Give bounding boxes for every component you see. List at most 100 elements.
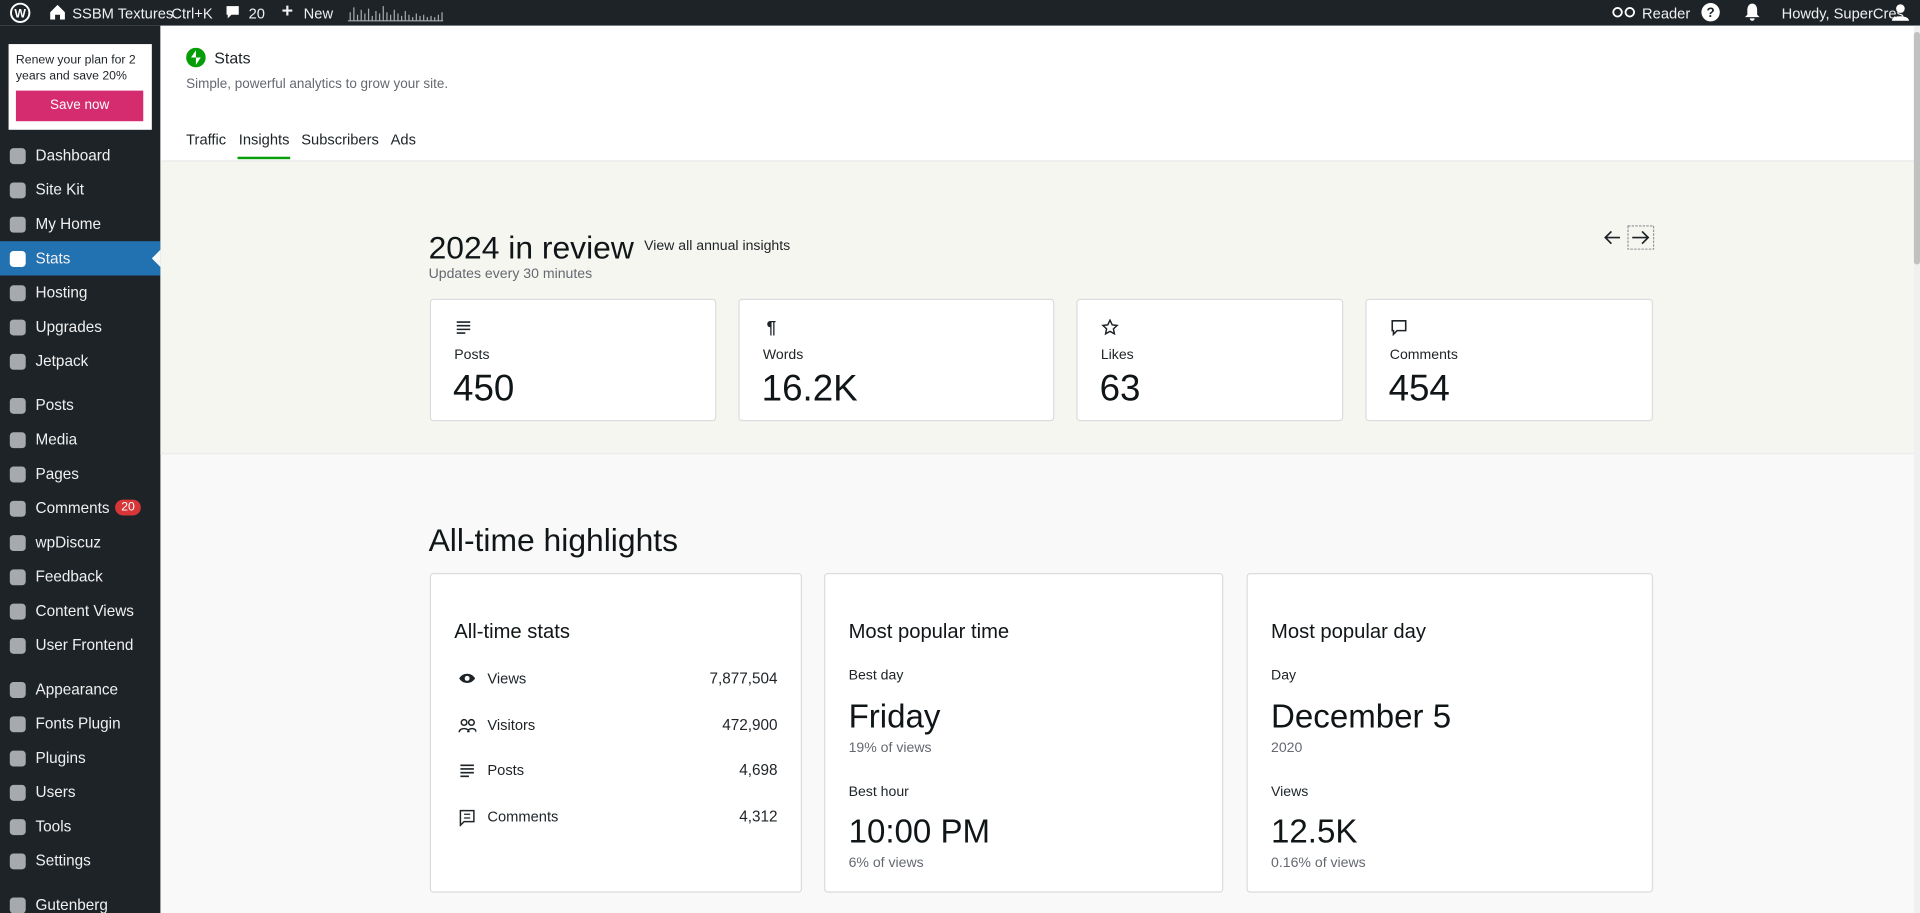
- menu-item[interactable]: Upgrades: [0, 310, 160, 344]
- menu-item[interactable]: Plugins: [0, 741, 160, 775]
- menu-item[interactable]: Feedback: [0, 560, 160, 594]
- menu-item[interactable]: Comments 20: [0, 491, 160, 525]
- menu-item[interactable]: Settings: [0, 844, 160, 878]
- card-value: 450: [453, 368, 515, 409]
- menu-item[interactable]: Stats: [0, 241, 161, 276]
- menu-item[interactable]: Appearance: [0, 672, 160, 706]
- menu-icon: [9, 853, 26, 870]
- review-card: Comments 454: [1365, 298, 1654, 422]
- shortcut[interactable]: Ctrl+K: [171, 4, 213, 23]
- wp-logo[interactable]: W: [10, 2, 31, 24]
- metric-label: Best day: [848, 668, 904, 684]
- menu-item[interactable]: Hosting: [0, 276, 160, 310]
- admin-bar: W SSBM Textures Ctrl+K 20 + New Reader ?…: [0, 0, 1920, 26]
- menu-label: Stats: [35, 249, 71, 267]
- menu-item[interactable]: My Home: [0, 207, 160, 241]
- update-note: Updates every 30 minutes: [428, 266, 593, 282]
- reader-link[interactable]: Reader: [1642, 4, 1691, 23]
- menu-item[interactable]: Site Kit: [0, 173, 160, 207]
- menu-label: Users: [35, 783, 76, 801]
- plus-icon: +: [281, 1, 294, 23]
- menu-item[interactable]: Pages: [0, 457, 160, 491]
- metric-note: 6% of views: [848, 855, 924, 871]
- menu-label: Jetpack: [35, 352, 89, 370]
- menu-item[interactable]: wpDiscuz: [0, 525, 160, 559]
- tab[interactable]: Ads: [390, 131, 416, 149]
- row-icon: [458, 670, 476, 694]
- menu-label: Feedback: [35, 568, 103, 586]
- notifications-icon[interactable]: [1744, 2, 1761, 22]
- site-name[interactable]: SSBM Textures: [72, 4, 174, 23]
- card-title: Most popular day: [1271, 620, 1427, 643]
- page-title: Stats: [214, 48, 251, 68]
- row-value: 472,900: [722, 715, 778, 734]
- menu-icon: [9, 182, 26, 199]
- active-pointer: [151, 249, 161, 267]
- menu-icon: [9, 353, 26, 370]
- highlights-section: All-time highlights All-time stats Views…: [160, 454, 1920, 913]
- card-label: Posts: [454, 347, 490, 363]
- card-icon: [454, 318, 472, 342]
- tab[interactable]: Subscribers: [301, 131, 379, 149]
- card-label: Words: [762, 347, 804, 363]
- metric-value: 12.5K: [1271, 813, 1358, 850]
- menu-label: My Home: [35, 215, 102, 233]
- menu-item[interactable]: Dashboard: [0, 138, 160, 172]
- menu-icon: [9, 432, 26, 449]
- metric-label: Best hour: [848, 784, 909, 800]
- scroll-thumb: [1913, 31, 1920, 265]
- menu-item[interactable]: Users: [0, 775, 160, 809]
- tab[interactable]: Insights: [238, 131, 290, 149]
- card-value: 63: [1099, 368, 1141, 409]
- page-subtitle: Simple, powerful analytics to grow your …: [186, 77, 449, 92]
- reader-icon: [1612, 7, 1636, 18]
- menu-item[interactable]: Tools: [0, 809, 160, 843]
- menu-item[interactable]: User Frontend: [0, 628, 160, 662]
- card-value: 16.2K: [761, 368, 858, 409]
- menu-item[interactable]: Content Views: [0, 594, 160, 628]
- menu-label: Hosting: [35, 284, 88, 302]
- row-label: Comments: [487, 808, 559, 826]
- review-card: Posts 450: [429, 298, 717, 422]
- menu-item[interactable]: Jetpack: [0, 344, 160, 378]
- menu-label: User Frontend: [35, 636, 134, 654]
- all-time-card: All-time stats Views 7,877,504 Visitors 472…: [429, 573, 803, 893]
- prev-arrow[interactable]: [1603, 228, 1623, 248]
- next-arrow[interactable]: [1627, 225, 1655, 250]
- menu-item[interactable]: Media: [0, 422, 160, 456]
- menu-label: Content Views: [35, 602, 134, 620]
- svg-text:W: W: [14, 7, 26, 21]
- menu-label: Posts: [35, 396, 74, 414]
- card-title: All-time stats: [454, 620, 570, 643]
- menu-label: Gutenberg: [35, 896, 108, 913]
- menu-item[interactable]: Gutenberg: [0, 888, 160, 913]
- metric-note: 19% of views: [848, 740, 932, 756]
- review-card: ¶ Words 16.2K: [738, 298, 1055, 422]
- review-title: 2024 in review: [428, 228, 634, 266]
- menu-label: Tools: [35, 817, 72, 836]
- menu-icon: [9, 569, 26, 586]
- tab[interactable]: Traffic: [186, 131, 227, 149]
- card-title: Most popular time: [848, 620, 1010, 643]
- row-label: Posts: [487, 762, 525, 780]
- home-icon: [50, 4, 65, 20]
- annual-link[interactable]: View all annual insights: [644, 238, 791, 254]
- row-value: 4,698: [739, 762, 778, 780]
- menu-icon: [9, 603, 26, 620]
- menu-label: Site Kit: [35, 181, 85, 199]
- menu-label: Plugins: [35, 749, 86, 767]
- help-icon[interactable]: ?: [1701, 2, 1721, 22]
- menu-item[interactable]: Fonts Plugin: [0, 707, 160, 741]
- menu-item[interactable]: Posts: [0, 388, 160, 422]
- howdy[interactable]: Howdy, SuperCres: [1781, 4, 1904, 23]
- metric-value: December 5: [1271, 697, 1452, 735]
- row-label: Visitors: [487, 715, 536, 734]
- comments-count[interactable]: 20: [248, 4, 265, 23]
- row-value: 4,312: [739, 808, 778, 826]
- row-label: Views: [487, 669, 527, 687]
- promo-button[interactable]: Save now: [15, 90, 144, 122]
- menu-icon: [9, 216, 26, 233]
- row-icon: [458, 716, 478, 740]
- popular-time-card: Most popular time Best day Friday 19% of vi…: [824, 573, 1224, 893]
- new-link[interactable]: New: [303, 4, 334, 23]
